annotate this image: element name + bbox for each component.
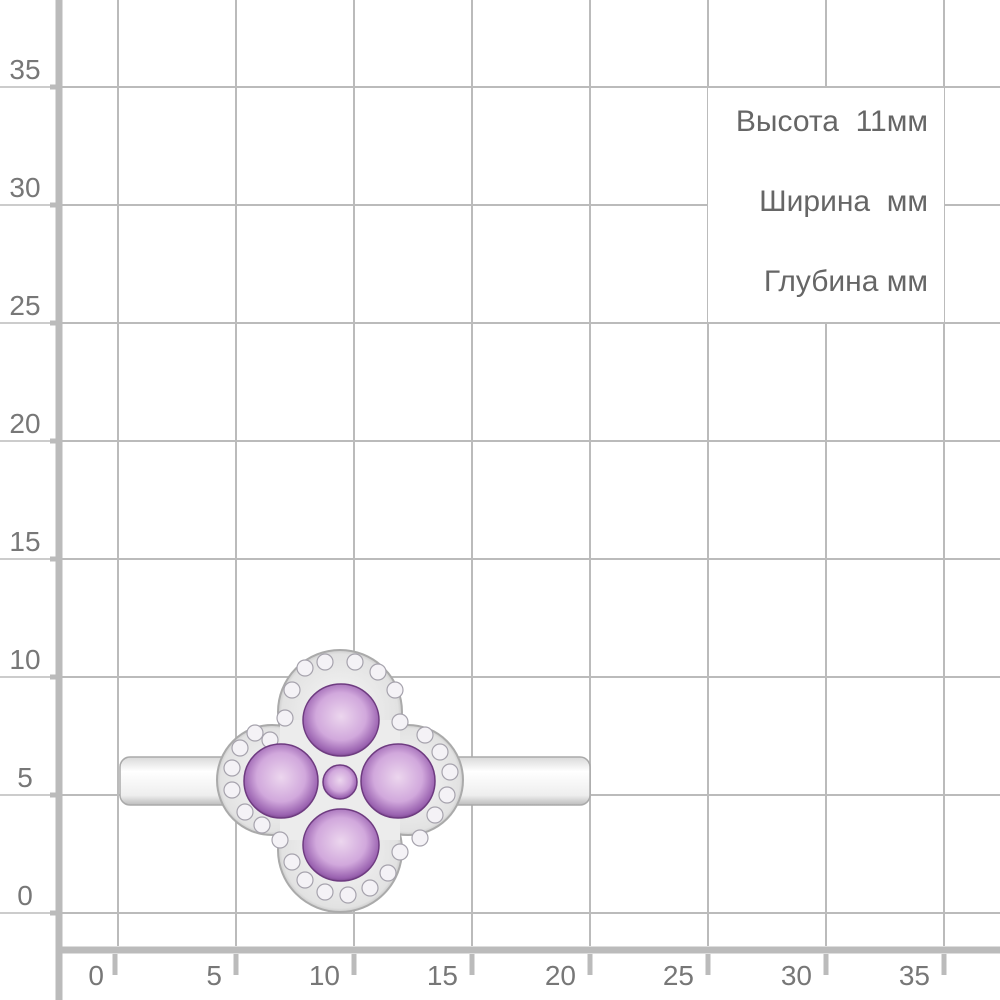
- y-axis-label: 30: [9, 172, 41, 203]
- x-axis-label: 15: [426, 960, 458, 991]
- accent-stone: [296, 871, 314, 889]
- accent-stone: [296, 659, 314, 677]
- width-dimension: Ширина мм: [759, 185, 928, 218]
- x-axis-label: 20: [544, 960, 576, 991]
- y-axis-label: 15: [9, 526, 41, 557]
- y-axis-label: 25: [9, 290, 41, 321]
- accent-stone: [431, 743, 449, 761]
- accent-stone: [223, 781, 241, 799]
- y-axis-label: 0: [17, 880, 33, 911]
- accent-stone: [441, 763, 459, 781]
- accent-stone: [346, 653, 364, 671]
- accent-stone: [391, 843, 409, 861]
- accent-stone: [236, 803, 254, 821]
- accent-stone: [386, 681, 404, 699]
- x-axis-label: 0: [88, 960, 104, 991]
- accent-stone: [231, 739, 249, 757]
- depth-dimension: Глубина мм: [763, 265, 928, 298]
- accent-stone: [276, 709, 294, 727]
- accent-stone: [416, 726, 434, 744]
- dimensions-panel: [708, 88, 944, 322]
- accent-stone: [283, 681, 301, 699]
- accent-stone: [316, 883, 334, 901]
- accent-stone: [369, 663, 387, 681]
- accent-stone: [253, 816, 271, 834]
- accent-stone: [426, 806, 444, 824]
- x-axis-label: 10: [308, 960, 340, 991]
- accent-stone: [379, 864, 397, 882]
- amethyst-stones: [243, 683, 436, 882]
- accent-stone: [316, 653, 334, 671]
- y-axis-label: 20: [9, 408, 41, 439]
- accent-stone: [361, 879, 379, 897]
- accent-stone: [223, 759, 241, 777]
- x-axis-label: 35: [898, 960, 930, 991]
- accent-stone: [391, 713, 409, 731]
- y-axis-label: 5: [17, 762, 33, 793]
- y-axis-label: 10: [9, 644, 41, 675]
- accent-stones: [223, 653, 459, 904]
- accent-stone: [246, 724, 264, 742]
- height-dimension: Высота 11мм: [735, 105, 928, 138]
- accent-stone: [271, 831, 289, 849]
- x-axis-label: 5: [206, 960, 222, 991]
- x-axis-label: 30: [780, 960, 812, 991]
- accent-stone: [283, 853, 301, 871]
- y-axis-label: 35: [9, 54, 41, 85]
- accent-stone: [438, 786, 456, 804]
- x-axis-label: 25: [662, 960, 694, 991]
- accent-stone: [339, 886, 357, 904]
- accent-stone: [411, 829, 429, 847]
